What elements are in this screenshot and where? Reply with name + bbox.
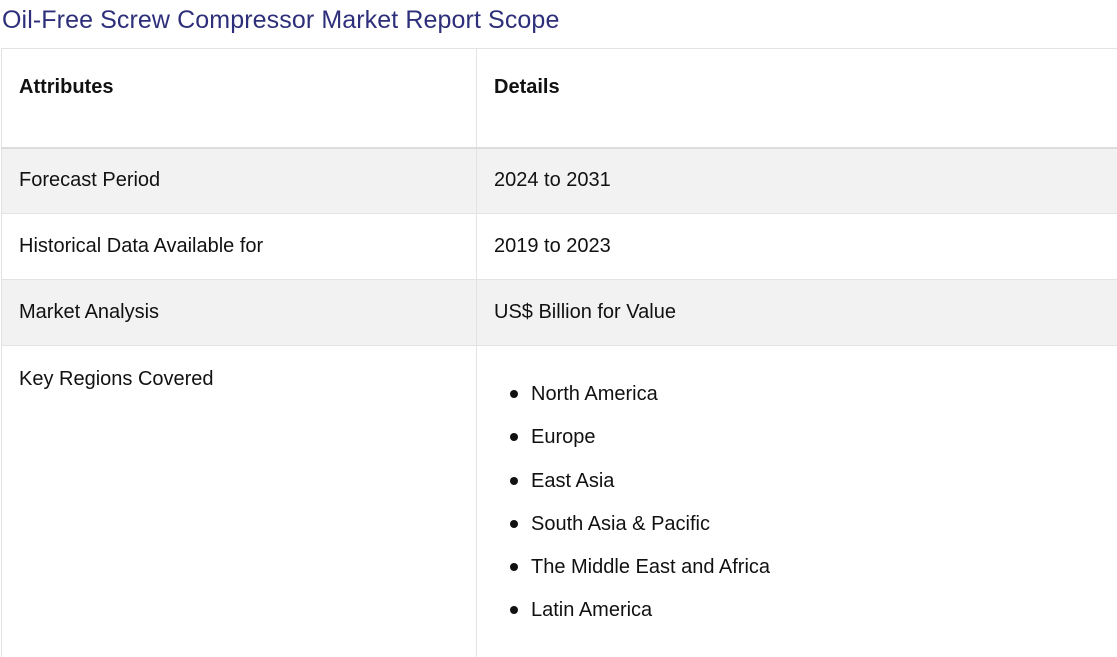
detail-cell: 2019 to 2023 [476,213,1117,280]
attribute-cell: Historical Data Available for [1,213,477,280]
region-label: South Asia & Pacific [531,512,710,535]
bullet-icon [510,390,518,398]
bullet-icon [510,519,518,528]
list-item: Europe [510,425,1117,468]
region-list: North America Europe East Asia South Asi… [494,382,1117,642]
region-label: The Middle East and Africa [531,556,771,579]
region-label: Europe [531,426,596,449]
table-row: Forecast Period 2024 to 2031 [1,147,1117,214]
region-label: North America [531,383,658,405]
table-row: Market Analysis US$ Billion for Value [1,279,1117,346]
list-item: East Asia [510,469,1117,512]
bullet-icon [510,433,518,442]
bullet-icon [510,476,518,485]
list-item: Latin America [510,598,1117,641]
table-header-row: Attributes Details [1,48,1117,149]
region-label: Latin America [531,599,653,622]
table-row: Historical Data Available for 2019 to 20… [1,213,1117,280]
bullet-icon [510,606,518,615]
detail-cell-regions: North America Europe East Asia South Asi… [476,345,1117,657]
header-attributes: Attributes [1,48,477,149]
table-row-regions: Key Regions Covered North America Europe… [1,345,1117,657]
attribute-cell: Forecast Period [1,147,477,214]
detail-cell: US$ Billion for Value [476,279,1117,346]
bullet-icon [510,563,518,572]
list-item: The Middle East and Africa [510,555,1117,598]
attribute-cell: Market Analysis [1,279,477,346]
attribute-cell: Key Regions Covered [1,345,477,657]
header-details: Details [476,48,1117,149]
page-title: Oil-Free Screw Compressor Market Report … [2,6,560,34]
list-item: North America [510,382,1117,425]
report-scope-table: Attributes Details Forecast Period 2024 … [1,48,1117,657]
detail-cell: 2024 to 2031 [476,147,1117,214]
region-label: East Asia [531,469,615,492]
list-item: South Asia & Pacific [510,512,1117,555]
